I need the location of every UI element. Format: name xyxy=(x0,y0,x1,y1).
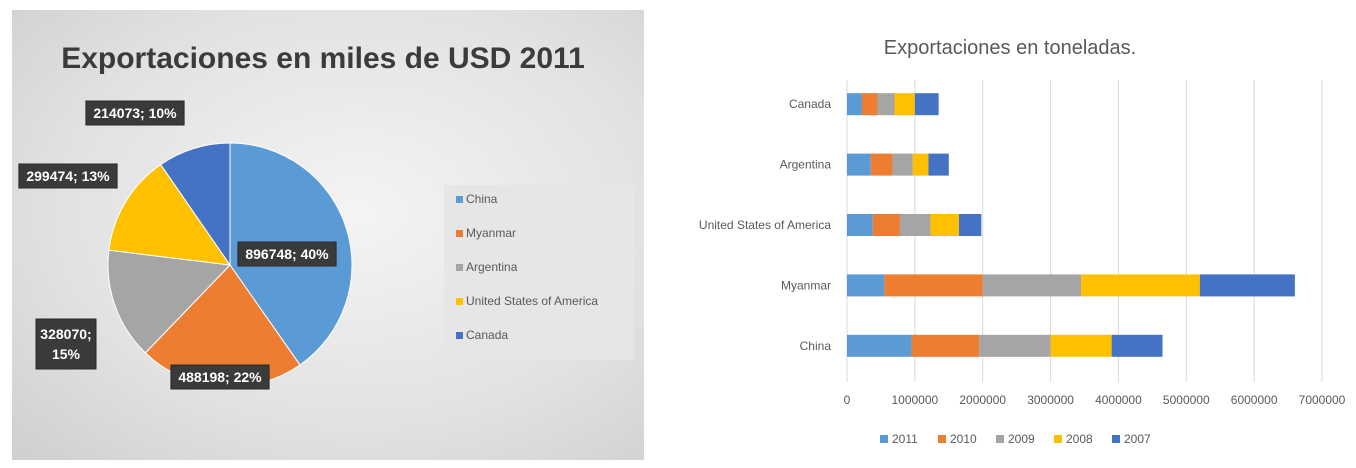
bar-segment-argentina-2008 xyxy=(912,153,929,176)
bar-segment-canada-2011 xyxy=(847,93,862,116)
bar-legend-swatch xyxy=(880,435,888,443)
pie-data-label: 299474; 13% xyxy=(26,168,110,184)
pie-legend-item: China xyxy=(466,192,498,206)
pie-label-box xyxy=(85,100,185,126)
bar-segment-china-2008 xyxy=(1050,334,1112,357)
bar-segment-canada-2010 xyxy=(861,93,878,116)
bar-chart-panel: Exportaciones en toneladas. Canada Argent… xyxy=(650,10,1350,460)
bar-legend-item: 2007 xyxy=(1124,432,1151,446)
pie-label-box xyxy=(18,163,118,189)
bar-segment-united-states-of-america-2011 xyxy=(847,214,873,236)
bar-category-label: United States of America xyxy=(699,218,831,232)
pie-data-label: 214073; 10% xyxy=(93,105,177,121)
bar-segment-china-2011 xyxy=(847,334,912,357)
bar-legend-swatch xyxy=(1112,435,1120,443)
pie-label-box xyxy=(237,241,337,267)
bar-category-label: China xyxy=(800,339,832,353)
pie-slice-argentina xyxy=(107,249,232,354)
pie-legend-box xyxy=(444,185,634,360)
bar-x-tick-label: 7000000 xyxy=(1299,393,1346,407)
bar-segment-china-2010 xyxy=(911,334,980,357)
pie-legend-swatch xyxy=(456,196,463,203)
pie-chart-panel: Exportaciones en miles de USD 2011 89674… xyxy=(12,10,644,460)
pie-legend-item: Myanmar xyxy=(466,226,516,240)
bar-segment-united-states-of-america-2007 xyxy=(958,214,982,236)
bar-segment-myanmar-2008 xyxy=(1081,274,1200,297)
bar-segment-canada-2008 xyxy=(894,93,915,116)
pie-legend-item: Canada xyxy=(466,328,508,342)
bar-segment-argentina-2010 xyxy=(870,153,893,176)
bar-segment-china-2007 xyxy=(1111,334,1163,357)
pie-slice-united-states-of-america xyxy=(108,163,232,266)
bar-legend-item: 2009 xyxy=(1008,432,1035,446)
pie-legend-swatch xyxy=(456,264,463,271)
bar-segment-canada-2009 xyxy=(877,93,895,116)
pie-chart-title: Exportaciones en miles de USD 2011 xyxy=(61,42,585,75)
pie-legend-item: Argentina xyxy=(466,260,518,274)
pie-legend-item: United States of America xyxy=(466,294,598,308)
pie-chart: Exportaciones en miles de USD 2011 89674… xyxy=(18,42,634,390)
bar-x-tick-label: 5000000 xyxy=(1163,393,1210,407)
bar-chart: Exportaciones en toneladas. Canada Argent… xyxy=(699,37,1346,446)
pie-legend-swatch xyxy=(456,230,463,237)
bar-segment-united-states-of-america-2008 xyxy=(930,214,959,236)
pie-label-box xyxy=(170,364,270,390)
bar-x-tick-label: 3000000 xyxy=(1027,393,1074,407)
bar-category-label: Canada xyxy=(789,97,831,111)
bar-x-tick-label: 6000000 xyxy=(1231,393,1278,407)
bar-legend-item: 2010 xyxy=(950,432,977,446)
pie-data-label: 488198; 22% xyxy=(178,369,262,385)
bar-legend-item: 2008 xyxy=(1066,432,1093,446)
bar-category-label: Argentina xyxy=(780,158,832,172)
pie-legend-swatch xyxy=(456,332,463,339)
bar-x-tick-label: 0 xyxy=(844,393,851,407)
bar-chart-title: Exportaciones en toneladas. xyxy=(884,37,1136,59)
bar-segment-united-states-of-america-2009 xyxy=(899,214,931,236)
pie-data-label: 896748; 40% xyxy=(245,246,329,262)
bar-legend-swatch xyxy=(1054,435,1062,443)
bar-segment-myanmar-2007 xyxy=(1199,274,1295,297)
bar-x-tick-label: 1000000 xyxy=(891,393,938,407)
bar-segment-argentina-2009 xyxy=(892,153,913,176)
bar-segment-canada-2007 xyxy=(914,93,939,116)
bar-x-tick-label: 4000000 xyxy=(1095,393,1142,407)
bar-segment-argentina-2011 xyxy=(847,153,871,176)
bar-segment-myanmar-2011 xyxy=(847,274,885,297)
pie-legend-swatch xyxy=(456,298,463,305)
bar-segment-myanmar-2010 xyxy=(884,274,983,297)
pie-data-label: 328070; 15% xyxy=(40,326,91,362)
pie-slice-canada xyxy=(160,142,231,267)
bar-segment-united-states-of-america-2010 xyxy=(872,214,900,236)
bar-x-tick-label: 2000000 xyxy=(959,393,1006,407)
bar-legend-swatch xyxy=(938,435,946,443)
bar-segment-myanmar-2009 xyxy=(982,274,1082,297)
bar-legend-swatch xyxy=(996,435,1004,443)
bar-category-label: Myanmar xyxy=(781,278,831,292)
bar-segment-argentina-2007 xyxy=(928,153,949,176)
bar-legend-item: 2011 xyxy=(892,432,918,446)
pie-label-box xyxy=(35,318,97,370)
bar-segment-china-2009 xyxy=(979,334,1051,357)
